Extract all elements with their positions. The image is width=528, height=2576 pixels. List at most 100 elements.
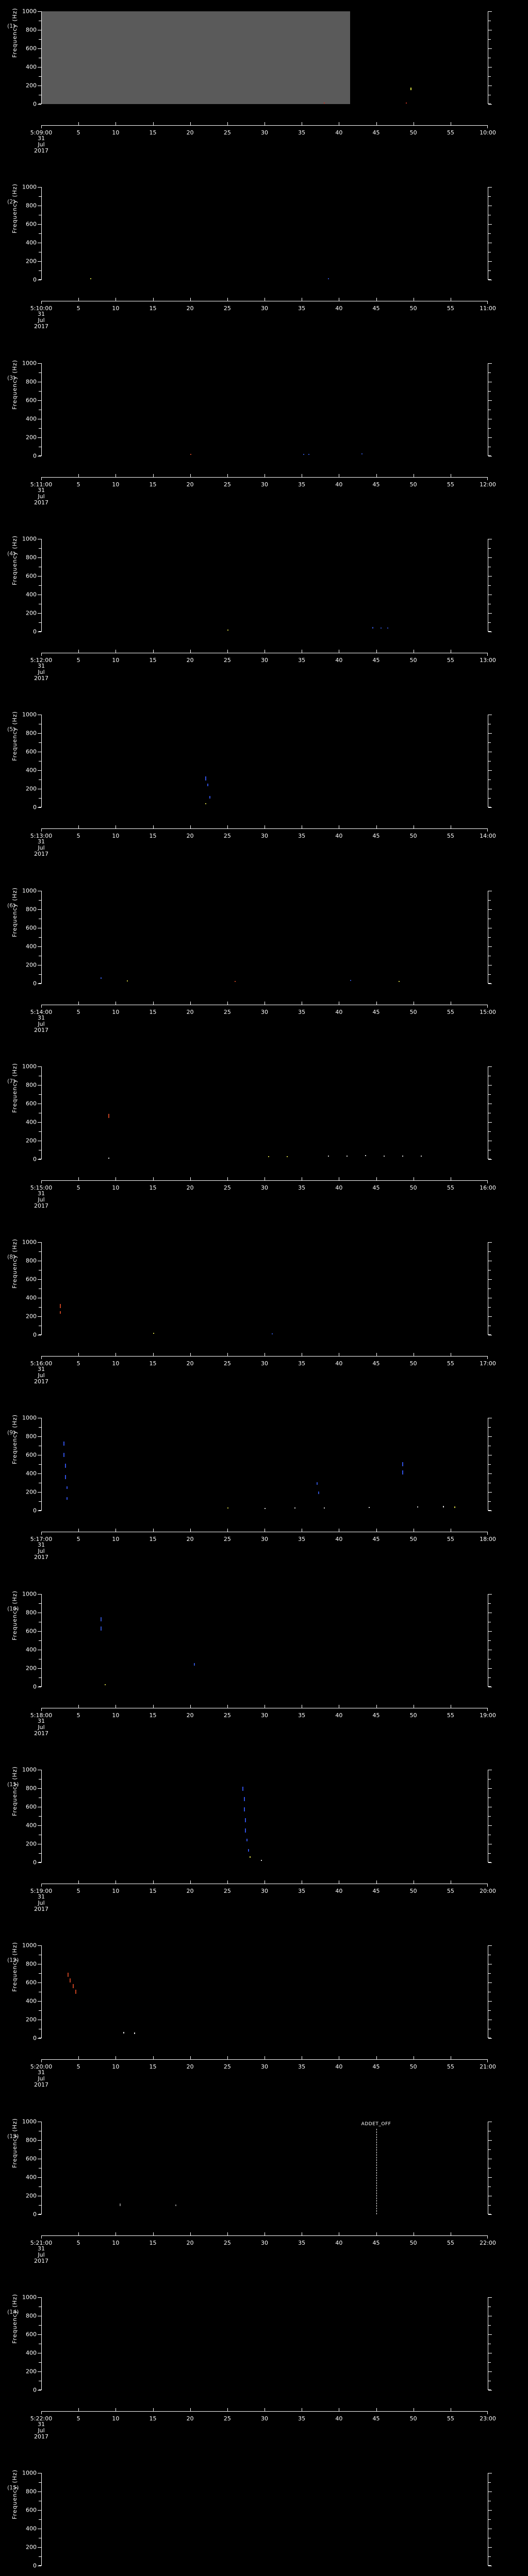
x-tick [78, 1177, 79, 1180]
date-stack-line: Jul [38, 493, 45, 500]
x-tick-label: 5 [76, 129, 80, 136]
spectrogram-point [402, 1470, 404, 1475]
x-tick-label: 20 [186, 481, 194, 488]
spectrogram-point [398, 980, 400, 982]
x-tick-label: 15 [149, 2415, 157, 2422]
x-tick [227, 1001, 228, 1005]
y-tick [39, 2010, 41, 2011]
x-tick [153, 1001, 154, 1005]
y-axis-left [38, 1945, 42, 2039]
y-tick [39, 974, 41, 975]
panel-index-label: (10) [7, 1605, 19, 1612]
y-tick [38, 2334, 41, 2335]
spectrogram-point [410, 88, 411, 91]
y-tick [38, 11, 41, 12]
spectrogram-point [272, 1333, 273, 1334]
x-tick-label: 45 [372, 1184, 380, 1191]
y-tick [38, 1668, 41, 1669]
plot-area [41, 1066, 488, 1159]
spectrogram-panel: (13) Frequency (Hz) ADDET_OFF 0 200 400 600 800… [0, 2110, 528, 2286]
y-tick [38, 2389, 41, 2391]
spectrogram-point [246, 1839, 248, 1841]
y-tick [488, 1816, 491, 1817]
date-stack-line: Jul [38, 668, 45, 675]
y-tick-label: 400 [26, 1294, 37, 1301]
y-tick-label: 600 [26, 1628, 37, 1635]
y-tick-label: 400 [26, 1822, 37, 1829]
spectrogram-panel: (14) Frequency (Hz) 0 200 400 600 800 1000 5:22:… [0, 2286, 528, 2462]
x-tick-label: 11:00 [480, 305, 496, 312]
x-tick-label: 55 [447, 2063, 454, 2071]
x-tick-label: 15 [149, 2239, 157, 2246]
y-tick [38, 1122, 41, 1123]
y-tick-label: 1000 [22, 1063, 37, 1070]
y-tick-label: 200 [26, 1488, 37, 1496]
y-tick-label: 1000 [22, 2118, 37, 2125]
spectrogram-point [265, 1507, 266, 1509]
x-tick [78, 473, 79, 477]
x-tick-label: 35 [298, 1536, 306, 1543]
x-tick-label: 5:21:00 [30, 2239, 53, 2246]
x-tick-label: 14:00 [480, 833, 496, 840]
y-tick [38, 1279, 41, 1280]
y-tick [488, 2371, 492, 2372]
x-tick-label: 20 [186, 656, 194, 664]
x-tick-label: 30 [261, 2063, 268, 2071]
y-tick [39, 742, 41, 743]
spectrogram-point [383, 1155, 385, 1157]
y-tick-label: 800 [26, 1960, 37, 1968]
y-tick [39, 2205, 41, 2206]
date-stack-line: 31 [38, 1014, 45, 1021]
y-tick-label: 600 [26, 2506, 37, 2514]
spectrogram-point [361, 453, 362, 454]
y-tick [39, 391, 41, 392]
x-tick-label: 5:15:00 [30, 1184, 53, 1191]
y-tick-label: 200 [26, 2016, 37, 2023]
x-tick-label: 5 [76, 2239, 80, 2246]
y-axis-title: Frequency (Hz) [11, 2293, 18, 2344]
y-tick-label: 0 [33, 1156, 37, 1163]
y-tick-label: 1000 [22, 1414, 37, 1421]
y-axis-left [38, 1594, 42, 1687]
x-tick [376, 1529, 377, 1532]
x-tick [227, 2056, 228, 2060]
spectrogram-point [134, 2032, 136, 2035]
x-tick-label: 10 [112, 656, 120, 664]
y-tick [38, 807, 41, 808]
y-tick [39, 1251, 41, 1252]
plot-area [41, 890, 488, 984]
date-stack-line: 31 [38, 662, 45, 669]
x-tick-label: 55 [447, 1008, 454, 1015]
x-tick-label: 25 [223, 2063, 231, 2071]
x-tick-label: 50 [409, 129, 417, 136]
spectrogram-point [454, 1506, 456, 1508]
y-tick [488, 1464, 491, 1465]
date-stack-line: Jul [38, 1196, 45, 1203]
y-tick [38, 1825, 41, 1826]
y-tick [488, 2214, 492, 2215]
x-tick-label: 40 [335, 1536, 343, 1543]
y-tick-label: 1000 [22, 1766, 37, 1773]
spectrogram-point [119, 2203, 121, 2206]
x-tick-label: 5:22:00 [30, 2415, 53, 2422]
date-stack-line: 2017 [34, 147, 48, 154]
y-tick [38, 1862, 41, 1863]
x-tick-label: 50 [409, 2415, 417, 2422]
y-tick [38, 1316, 41, 1317]
y-tick [488, 1307, 491, 1308]
plot-area [41, 538, 488, 632]
y-tick [38, 1631, 41, 1632]
x-tick-label: 45 [372, 129, 380, 136]
spectrogram-point [287, 1156, 288, 1157]
spectrogram-point [387, 628, 389, 629]
x-tick [153, 825, 154, 829]
y-tick [38, 224, 41, 225]
date-stack: 31 Jul 2017 [34, 663, 48, 682]
y-tick-label: 600 [26, 45, 37, 52]
date-stack: 31 Jul 2017 [34, 1190, 48, 1209]
y-tick [488, 1242, 492, 1243]
y-tick [488, 1982, 492, 1984]
plot-area [41, 1242, 488, 1335]
x-tick-label: 5 [76, 656, 80, 664]
spectrogram-point [205, 776, 206, 781]
